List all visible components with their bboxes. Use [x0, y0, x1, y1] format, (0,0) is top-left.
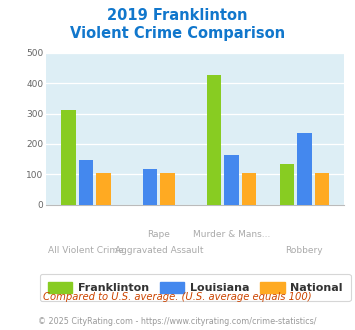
Text: Rape: Rape — [147, 230, 170, 239]
Bar — [280, 164, 294, 205]
Bar — [143, 169, 157, 205]
Text: Violent Crime Comparison: Violent Crime Comparison — [70, 26, 285, 41]
Text: Robbery: Robbery — [285, 246, 323, 255]
Bar — [297, 133, 312, 205]
Bar — [96, 173, 111, 205]
Bar — [61, 110, 76, 205]
Text: Aggravated Assault: Aggravated Assault — [115, 246, 203, 255]
Bar — [207, 75, 222, 205]
Legend: Franklinton, Louisiana, National: Franklinton, Louisiana, National — [40, 274, 351, 301]
Text: Murder & Mans...: Murder & Mans... — [193, 230, 270, 239]
Bar — [160, 173, 175, 205]
Text: © 2025 CityRating.com - https://www.cityrating.com/crime-statistics/: © 2025 CityRating.com - https://www.city… — [38, 317, 317, 326]
Text: All Violent Crime: All Violent Crime — [48, 246, 124, 255]
Bar — [224, 155, 239, 205]
Text: Compared to U.S. average. (U.S. average equals 100): Compared to U.S. average. (U.S. average … — [43, 292, 312, 302]
Bar — [79, 160, 93, 205]
Bar — [315, 173, 329, 205]
Text: 2019 Franklinton: 2019 Franklinton — [107, 8, 248, 23]
Bar — [242, 173, 256, 205]
